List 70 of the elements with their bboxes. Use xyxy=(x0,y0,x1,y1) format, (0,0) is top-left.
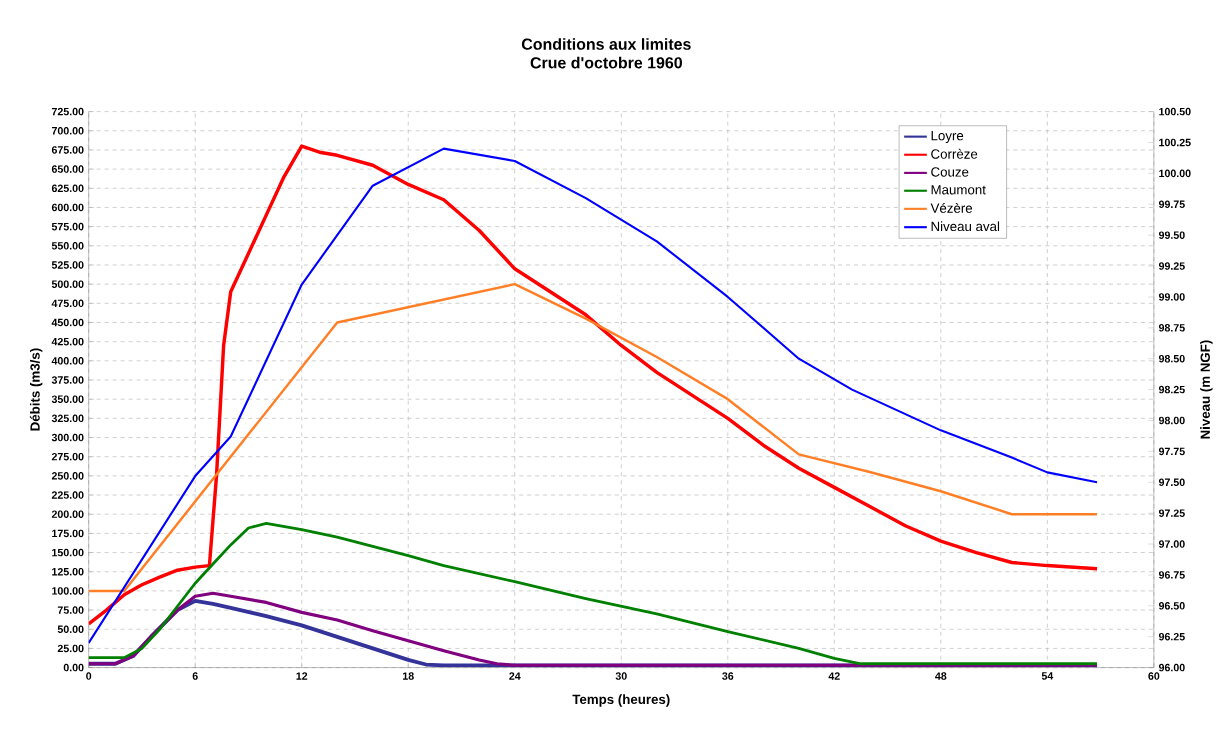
y-tick-label: 125.00 xyxy=(52,567,84,576)
legend-label: Couze xyxy=(931,167,969,177)
y-tick-label: 225.00 xyxy=(51,491,84,499)
y2-tick-label: 98.75 xyxy=(1158,323,1185,332)
x-tick-label: 6 xyxy=(192,672,198,680)
y-axis-title: Débits (m3/s) xyxy=(29,348,43,431)
y2-tick-label: 97.25 xyxy=(1158,509,1185,517)
y2-axis-title: Niveau (m NGF) xyxy=(1200,340,1213,439)
y-tick-label: 175.00 xyxy=(52,529,84,537)
y-tick-label: 200.00 xyxy=(51,510,84,518)
y-tick-label: 600.00 xyxy=(51,203,84,212)
y-tick-label: 625.00 xyxy=(51,184,84,192)
x-tick-label: 24 xyxy=(509,672,521,680)
y-tick-label: 75.00 xyxy=(57,606,84,614)
y-tick-label: 525.00 xyxy=(51,261,84,269)
y2-tick-label: 97.75 xyxy=(1158,447,1185,455)
y2-tick-label: 99.75 xyxy=(1158,200,1185,208)
y-tick-label: 450.00 xyxy=(51,318,84,327)
y-tick-label: 700.00 xyxy=(51,126,84,135)
y2-tick-label: 100.50 xyxy=(1159,107,1191,116)
y2-tick-label: 98.00 xyxy=(1158,416,1185,425)
x-tick-label: 0 xyxy=(86,672,92,680)
y-tick-label: 725.00 xyxy=(51,107,84,116)
y-tick-label: 375.00 xyxy=(51,376,84,384)
y-tick-label: 300.00 xyxy=(51,433,84,442)
y-tick-label: 350.00 xyxy=(51,395,84,403)
y-tick-label: 500.00 xyxy=(51,280,84,288)
y-tick-label: 425.00 xyxy=(51,337,84,346)
y-tick-label: 400.00 xyxy=(51,356,84,365)
y2-tick-label: 99.50 xyxy=(1158,231,1185,239)
x-axis-title: Temps (heures) xyxy=(572,694,670,707)
y2-tick-label: 96.00 xyxy=(1158,663,1185,672)
y2-tick-label: 99.00 xyxy=(1158,293,1185,301)
y-tick-label: 150.00 xyxy=(52,548,84,557)
y2-tick-label: 99.25 xyxy=(1158,262,1185,270)
x-tick-label: 12 xyxy=(296,672,308,680)
y-tick-label: 25.00 xyxy=(57,644,84,653)
y2-tick-label: 97.00 xyxy=(1158,540,1185,548)
y2-tick-label: 98.25 xyxy=(1158,385,1185,394)
y-tick-label: 575.00 xyxy=(51,222,84,231)
legend-label: Loyre xyxy=(931,130,964,143)
legend-label: Vézère xyxy=(930,202,973,213)
x-tick-label: 30 xyxy=(615,672,627,680)
y-tick-label: 675.00 xyxy=(51,146,84,154)
y-tick-label: 550.00 xyxy=(51,241,84,250)
y-tick-label: 275.00 xyxy=(51,452,84,461)
y2-tick-label: 96.50 xyxy=(1158,601,1185,610)
y2-tick-label: 98.50 xyxy=(1158,354,1185,363)
y-tick-label: 475.00 xyxy=(51,299,84,307)
y2-tick-label: 96.75 xyxy=(1158,571,1185,579)
x-tick-label: 18 xyxy=(403,672,414,680)
legend-label: Corrèze xyxy=(931,148,978,159)
legend-label: Niveau aval xyxy=(931,221,1000,231)
x-tick-label: 60 xyxy=(1148,672,1160,680)
y2-tick-label: 96.25 xyxy=(1158,632,1185,641)
y2-tick-label: 100.00 xyxy=(1159,169,1191,177)
y-tick-label: 50.00 xyxy=(57,625,84,633)
x-tick-label: 42 xyxy=(828,672,840,680)
y2-tick-label: 97.50 xyxy=(1158,478,1185,486)
x-tick-label: 36 xyxy=(722,672,734,680)
y-tick-label: 0.00 xyxy=(63,663,84,672)
x-tick-label: 48 xyxy=(935,672,947,680)
y-tick-label: 650.00 xyxy=(51,165,84,173)
x-tick-label: 54 xyxy=(1041,672,1054,680)
y-tick-label: 325.00 xyxy=(51,414,84,422)
y2-tick-label: 100.25 xyxy=(1159,138,1191,147)
chart-title: Conditions aux limites Crue d'octobre 1960 xyxy=(521,37,691,69)
legend-label: Maumont xyxy=(931,185,986,195)
y-tick-label: 250.00 xyxy=(51,471,84,480)
y-tick-label: 100.00 xyxy=(52,586,84,595)
